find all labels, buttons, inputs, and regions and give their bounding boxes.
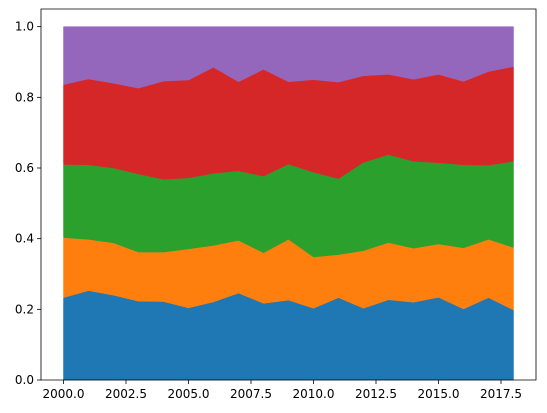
x-tick-label: 2015.0	[418, 387, 460, 401]
y-tick-label: 0.0	[15, 373, 34, 387]
x-axis-ticks: 2000.0 2002.5 2005.0 2007.5 2010.0 2012.5 2015…	[43, 380, 522, 401]
x-tick-label: 2012.5	[355, 387, 397, 401]
x-tick-label: 2000.0	[43, 387, 85, 401]
x-tick-label: 2007.5	[230, 387, 272, 401]
x-tick-label: 2017.5	[480, 387, 522, 401]
y-tick-label: 0.6	[15, 161, 34, 175]
y-tick-label: 1.0	[15, 20, 34, 34]
x-tick-label: 2005.0	[168, 387, 210, 401]
x-tick-label: 2002.5	[105, 387, 147, 401]
y-tick-label: 0.4	[15, 232, 34, 246]
axes	[40, 8, 537, 381]
x-tick-label: 2010.0	[293, 387, 335, 401]
y-tick-label: 0.8	[15, 90, 34, 104]
y-axis-ticks: 0.0 0.2 0.4 0.6 0.8 1.0	[15, 20, 41, 387]
area-series-group	[63, 26, 514, 381]
axes-frame	[40, 8, 537, 381]
area-series-1	[63, 290, 514, 381]
y-tick-label: 0.2	[15, 302, 34, 316]
area-series-5	[63, 26, 514, 89]
